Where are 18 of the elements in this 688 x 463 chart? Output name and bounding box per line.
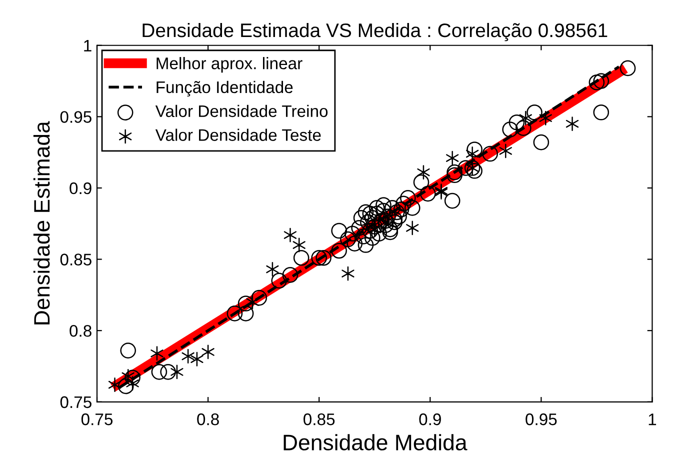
y-tick-label: 0.9 bbox=[70, 182, 92, 194]
y-tick-label: 0.75 bbox=[60, 396, 92, 408]
legend-label: Valor Densidade Treino bbox=[155, 104, 328, 118]
x-axis-title: Densidade Medida bbox=[284, 434, 468, 450]
chart-title: Densidade Estimada VS Medida : Correlação 0.98561 bbox=[142, 22, 608, 42]
y-tick-label: 0.95 bbox=[60, 111, 92, 123]
y-axis-title: Densidade Estimada bbox=[33, 121, 50, 324]
x-tick-label: 0.85 bbox=[304, 413, 335, 426]
legend-label: Melhor aprox. linear bbox=[156, 57, 302, 73]
y-tick-label: 1 bbox=[84, 40, 92, 52]
x-tick-label: 0.95 bbox=[526, 413, 557, 426]
x-tick-label: 0.75 bbox=[81, 413, 113, 426]
x-tick-label: 0.8 bbox=[197, 413, 219, 426]
x-tick-label: 1 bbox=[648, 414, 656, 426]
legend-label: Função Identidade bbox=[156, 80, 293, 97]
y-tick-label: 0.85 bbox=[60, 254, 92, 266]
y-tick-label: 0.8 bbox=[70, 324, 92, 337]
x-tick-label: 0.9 bbox=[419, 413, 441, 426]
